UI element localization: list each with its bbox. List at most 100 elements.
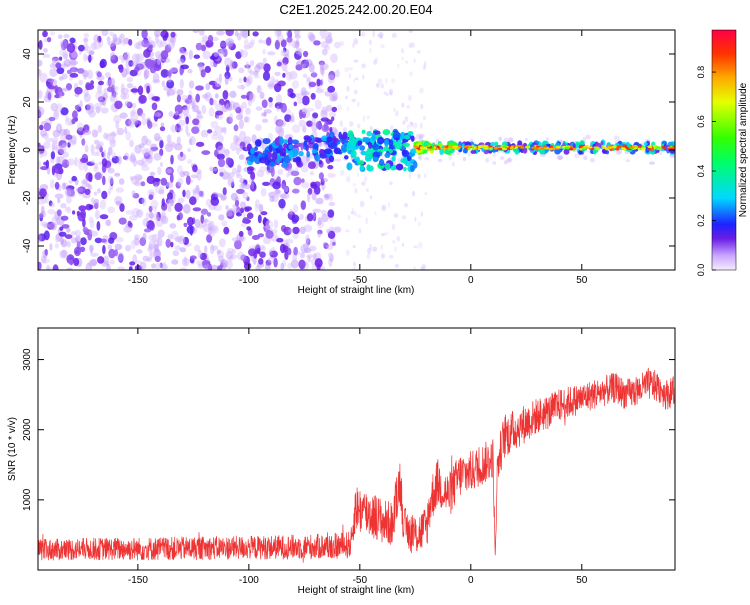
spectrogram-cell	[207, 129, 213, 134]
spectrogram-cell	[124, 126, 128, 134]
spectrogram-cell	[166, 134, 172, 143]
spectrogram-cell	[136, 210, 142, 215]
spectrogram-cell	[284, 250, 289, 260]
spectrogram-cell	[365, 217, 369, 225]
spectrogram-cell	[224, 99, 231, 110]
spectrogram-cell	[47, 85, 56, 90]
spectrogram-cell	[50, 31, 56, 36]
snr-panel: -150 -100 -50 0 50 1000 2000 3000 Height of st…	[7, 327, 676, 596]
spectrogram-cell	[169, 86, 177, 96]
spectrogram-cell	[59, 249, 68, 259]
spectrogram-cell	[324, 194, 330, 201]
spectrogram-cell	[131, 190, 136, 197]
spectrogram-cell	[334, 158, 342, 162]
spectrogram-cell	[312, 142, 319, 150]
spectrogram-cell	[315, 137, 323, 143]
spectrogram-cell	[99, 60, 105, 69]
spectrogram-cell	[238, 235, 246, 242]
spectrogram-cell	[118, 178, 125, 185]
spectrogram-cell	[96, 188, 101, 194]
spectrogram-cell	[236, 188, 245, 195]
spectrogram-cell	[293, 101, 298, 107]
spectrogram-cell	[107, 206, 115, 214]
spectrogram-cell	[216, 145, 226, 155]
spectrogram-cell	[153, 178, 161, 182]
spectrogram-cell	[238, 154, 245, 161]
spectrogram-cell	[384, 139, 389, 147]
spectrogram-cell	[309, 62, 315, 72]
spectrogram-cell	[213, 204, 222, 212]
spectrogram-cell	[368, 39, 372, 46]
colorbar: 0.0 0.2 0.4 0.6 0.8 Normalized spectral ampl…	[696, 29, 749, 276]
spectrogram-cell	[267, 81, 275, 90]
spectrogram-cell	[93, 165, 99, 173]
spectrogram-cell	[96, 71, 102, 78]
spectrogram-cell	[182, 50, 189, 56]
spectrogram-cell	[339, 169, 345, 176]
spectrogram-cell	[373, 59, 378, 65]
spectrogram-cell	[109, 31, 115, 37]
x-tick-label: -50	[353, 275, 368, 286]
spectrogram-cell	[498, 136, 502, 141]
spectrogram-cell	[102, 244, 106, 255]
spectrogram-cell	[43, 230, 50, 241]
spectrogram-cell	[198, 30, 205, 36]
spectrogram-cell	[227, 102, 233, 111]
spectrogram-cell	[192, 118, 200, 126]
spectrogram-cell	[110, 95, 115, 101]
spectrogram-cell	[154, 30, 161, 38]
spectrogram-cell	[319, 66, 325, 75]
spectrogram-cell	[469, 138, 474, 143]
spectrogram-cell	[93, 198, 100, 206]
spectrogram-cell	[380, 44, 385, 49]
spectrogram-cell	[90, 144, 95, 154]
spectrogram-cell	[153, 244, 159, 253]
spectrogram-cell	[220, 195, 227, 202]
spectrogram-cell	[406, 146, 412, 150]
spectrogram-cell	[536, 145, 540, 148]
spectrogram-cell	[212, 166, 218, 175]
spectrogram-cell	[262, 181, 271, 186]
spectrogram-cell	[59, 144, 67, 155]
spectrogram-cell	[310, 72, 318, 78]
spectrogram-cell	[179, 247, 187, 253]
spectrogram-cell	[138, 143, 145, 149]
spectrogram-cell	[517, 140, 523, 146]
spectrogram-cell	[325, 193, 331, 199]
spectrogram-cell	[438, 142, 443, 148]
y-tick-label: 0	[22, 147, 33, 153]
spectrogram-cell	[392, 240, 396, 244]
spectrogram-cell	[39, 124, 44, 131]
spectrogram-cell	[38, 90, 43, 99]
spectrogram-cell	[400, 158, 407, 164]
spectrogram-cell	[393, 213, 399, 219]
spectrogram-cell	[507, 137, 514, 143]
spectrogram-cell	[307, 255, 311, 263]
spectrogram-cell	[55, 146, 59, 153]
spectrogram-cell	[353, 59, 359, 63]
spectrogram-cell	[42, 249, 48, 259]
spectrogram-cell	[147, 246, 152, 253]
spectrogram-cell	[96, 221, 101, 231]
spectrogram-cell	[231, 248, 237, 255]
spectrogram-cell	[46, 264, 50, 270]
spectrogram-cell	[134, 144, 142, 154]
spectrogram-cell	[391, 223, 396, 231]
spectrogram-cell	[143, 70, 148, 81]
spectrogram-cell	[91, 129, 99, 138]
spectrogram-cell	[254, 203, 259, 212]
spectrogram-cell	[44, 249, 48, 256]
spectrogram-cell	[361, 129, 366, 134]
spectrogram-cell	[110, 131, 116, 140]
spectrogram-cell	[71, 231, 77, 236]
spectrogram-cell	[143, 152, 151, 160]
spectrogram-cell	[281, 62, 288, 72]
spectrogram-cell	[658, 150, 663, 156]
spectrogram-cell	[66, 195, 72, 204]
spectrogram-cell	[264, 262, 271, 270]
spectrogram-cell	[94, 102, 103, 111]
spectrogram-cell	[232, 102, 240, 111]
spectrogram-cell	[201, 150, 211, 156]
spectrogram-cell	[348, 215, 351, 221]
spectrogram-cell	[240, 94, 247, 99]
